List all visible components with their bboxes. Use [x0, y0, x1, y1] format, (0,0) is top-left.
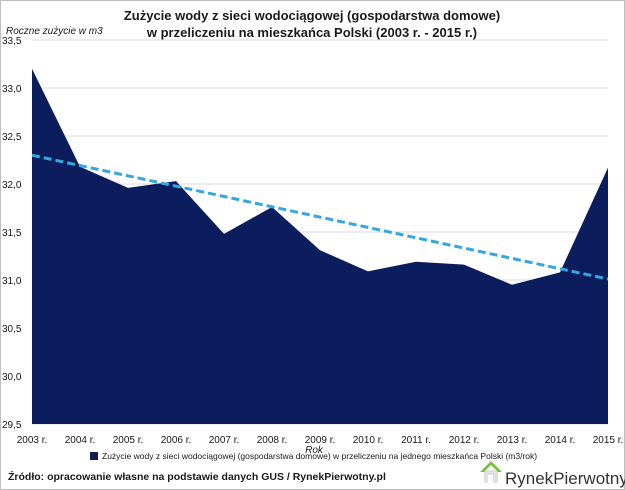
trend-line	[31, 153, 609, 281]
chart-title-line2: w przeliczeniu na mieszkańca Polski (200…	[146, 25, 477, 40]
x-axis-title: Rok	[305, 445, 324, 456]
x-tick-label: 2011 r.	[401, 435, 431, 446]
y-tick-label: 32,5	[2, 132, 22, 143]
x-tick-label: 2004 r.	[65, 435, 96, 446]
y-tick-label: 30,5	[2, 324, 22, 335]
chart-title-line1: Zużycie wody z sieci wodociągowej (gospo…	[124, 8, 500, 23]
x-tick-label: 2014 r.	[545, 435, 576, 446]
x-tick-label: 2005 r.	[113, 435, 144, 446]
y-tick-label: 33,0	[2, 84, 22, 95]
x-axis-ticks: 2003 r. 2004 r. 2005 r. 2006 r. 2007 r. 2008 …	[17, 435, 624, 446]
x-tick-label: 2003 r.	[17, 435, 48, 446]
trendline	[31, 153, 609, 281]
y-axis-ticks: 29,5 30,0 30,5 31,0 31,5 32,0 32,5 33,0 33,5	[2, 36, 22, 431]
x-tick-label: 2012 r.	[449, 435, 480, 446]
source-note: Źródło: opracowanie własne na podstawie …	[8, 470, 386, 483]
logo-text-part1: Rynek	[505, 469, 554, 488]
x-tick-label: 2010 r.	[353, 435, 384, 446]
legend: Zużycie wody z sieci wodociągowej (gospo…	[90, 451, 537, 461]
house-icon	[480, 461, 502, 483]
y-axis-title: Roczne zużycie w m3	[6, 26, 103, 37]
logo-text-part2: Pierwotny	[553, 469, 625, 488]
y-tick-label: 32,0	[2, 180, 22, 191]
y-tick-label: 33,5	[2, 36, 22, 47]
x-tick-label: 2008 r.	[257, 435, 288, 446]
legend-label: Zużycie wody z sieci wodociągowej (gospo…	[102, 451, 537, 461]
y-tick-label: 30,0	[2, 372, 22, 383]
logo: RynekPierwotny	[480, 461, 625, 488]
x-tick-label: 2013 r.	[497, 435, 528, 446]
logo-text: RynekPierwotny	[505, 469, 625, 488]
y-tick-label: 29,5	[2, 420, 22, 431]
y-tick-label: 31,5	[2, 228, 22, 239]
y-tick-label: 31,0	[2, 276, 22, 287]
x-tick-label: 2006 r.	[161, 435, 192, 446]
x-tick-label: 2007 r.	[209, 435, 240, 446]
legend-swatch	[90, 452, 98, 460]
x-tick-label: 2015 r.	[593, 435, 624, 446]
x-tick-label: 2009 r.	[305, 435, 336, 446]
area-fill	[32, 68, 608, 425]
